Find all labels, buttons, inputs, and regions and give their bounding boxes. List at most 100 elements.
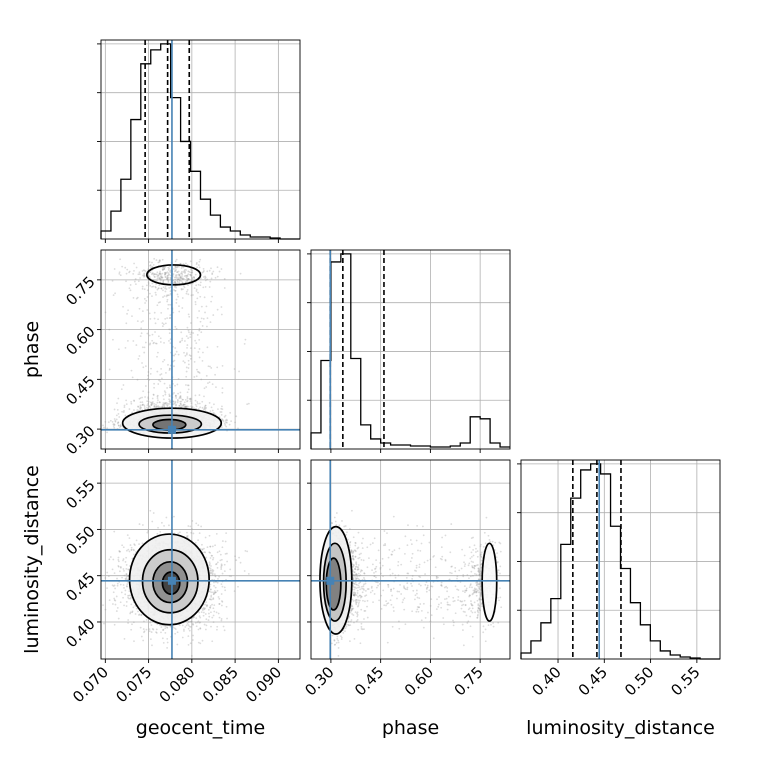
sample-point xyxy=(187,405,190,408)
sample-point xyxy=(182,404,185,406)
sample-point xyxy=(186,346,188,349)
sample-point xyxy=(189,336,192,339)
sample-point xyxy=(181,278,184,281)
sample-point xyxy=(180,331,183,334)
sample-point xyxy=(184,398,187,401)
sample-point xyxy=(164,275,167,278)
sample-point xyxy=(125,322,128,325)
sample-point xyxy=(189,400,192,403)
x-tick-label: 0.40 xyxy=(529,663,565,699)
sample-point xyxy=(114,292,116,295)
sample-point xyxy=(168,287,171,289)
sample-point xyxy=(141,287,144,290)
sample-point xyxy=(193,347,196,350)
sample-point xyxy=(187,359,190,362)
sample-point xyxy=(181,297,184,299)
sample-point xyxy=(163,295,166,297)
sample-point xyxy=(162,398,165,401)
sample-point xyxy=(143,272,146,275)
sample-point xyxy=(123,574,126,577)
sample-point xyxy=(151,282,154,285)
sample-point xyxy=(164,286,167,288)
sample-point xyxy=(125,556,128,559)
sample-point xyxy=(169,271,172,274)
sample-point xyxy=(191,277,194,280)
sample-point xyxy=(179,402,182,405)
sample-point xyxy=(184,626,187,628)
sample-point xyxy=(194,621,197,624)
sample-point xyxy=(220,617,223,620)
sample-point xyxy=(202,611,205,614)
sample-point xyxy=(153,257,156,260)
sample-point xyxy=(126,312,128,315)
sample-point xyxy=(202,286,205,289)
sample-point xyxy=(189,268,192,271)
sample-point xyxy=(103,426,105,429)
sample-point xyxy=(210,267,212,270)
sample-point xyxy=(190,271,193,274)
sample-point xyxy=(168,384,171,387)
sample-point xyxy=(167,281,170,283)
sample-point xyxy=(185,366,188,369)
sample-point xyxy=(194,394,197,397)
sample-point xyxy=(144,385,147,387)
sample-point xyxy=(145,628,148,631)
sample-point xyxy=(189,271,192,274)
sample-point xyxy=(147,391,150,394)
sample-point xyxy=(119,424,122,427)
sample-point xyxy=(201,271,204,274)
sample-point xyxy=(136,409,139,411)
sample-point xyxy=(104,420,107,423)
sample-point xyxy=(159,275,162,278)
panel-geocent_time-vs-phase: 0.300.450.600.75 xyxy=(62,249,301,458)
sample-point xyxy=(183,401,186,404)
sample-point xyxy=(198,402,201,405)
sample-point xyxy=(163,273,166,276)
sample-point xyxy=(167,278,169,281)
sample-point xyxy=(153,275,156,278)
x-tick-label: 0.45 xyxy=(575,663,611,699)
sample-point xyxy=(174,395,177,397)
sample-point xyxy=(149,372,152,375)
sample-point xyxy=(139,397,142,399)
sample-point xyxy=(188,315,191,318)
sample-point xyxy=(108,328,111,331)
sample-point xyxy=(191,269,194,272)
sample-point xyxy=(114,603,117,606)
sample-point xyxy=(193,287,196,290)
sample-point xyxy=(142,320,144,322)
sample-point xyxy=(160,276,163,279)
sample-point xyxy=(180,400,183,403)
sample-point xyxy=(193,360,196,363)
sample-point xyxy=(173,354,176,357)
y-tick-label: 0.30 xyxy=(62,422,98,458)
sample-point xyxy=(156,304,159,307)
sample-point xyxy=(144,396,146,398)
sample-point xyxy=(186,400,188,403)
sample-point xyxy=(216,266,219,269)
sample-point xyxy=(213,412,215,415)
sample-point xyxy=(187,388,190,391)
sample-point xyxy=(166,294,168,297)
sample-point xyxy=(192,623,195,626)
sample-point xyxy=(162,279,165,282)
sample-point xyxy=(151,285,153,288)
sample-point xyxy=(128,537,131,540)
sample-point xyxy=(151,333,154,336)
sample-point xyxy=(222,625,225,628)
sample-point xyxy=(186,531,188,534)
sample-point xyxy=(133,280,136,283)
sample-point xyxy=(176,271,179,273)
sample-point xyxy=(184,268,186,271)
sample-point xyxy=(117,424,120,427)
sample-point xyxy=(198,356,201,359)
x-tick-label: 0.50 xyxy=(621,663,657,699)
sample-point xyxy=(129,289,132,292)
sample-point xyxy=(151,265,154,268)
sample-point xyxy=(187,363,190,366)
sample-point xyxy=(174,281,177,284)
sample-point xyxy=(203,269,205,272)
sample-point xyxy=(160,312,163,314)
sample-point xyxy=(151,397,154,400)
truth-marker xyxy=(167,425,176,434)
